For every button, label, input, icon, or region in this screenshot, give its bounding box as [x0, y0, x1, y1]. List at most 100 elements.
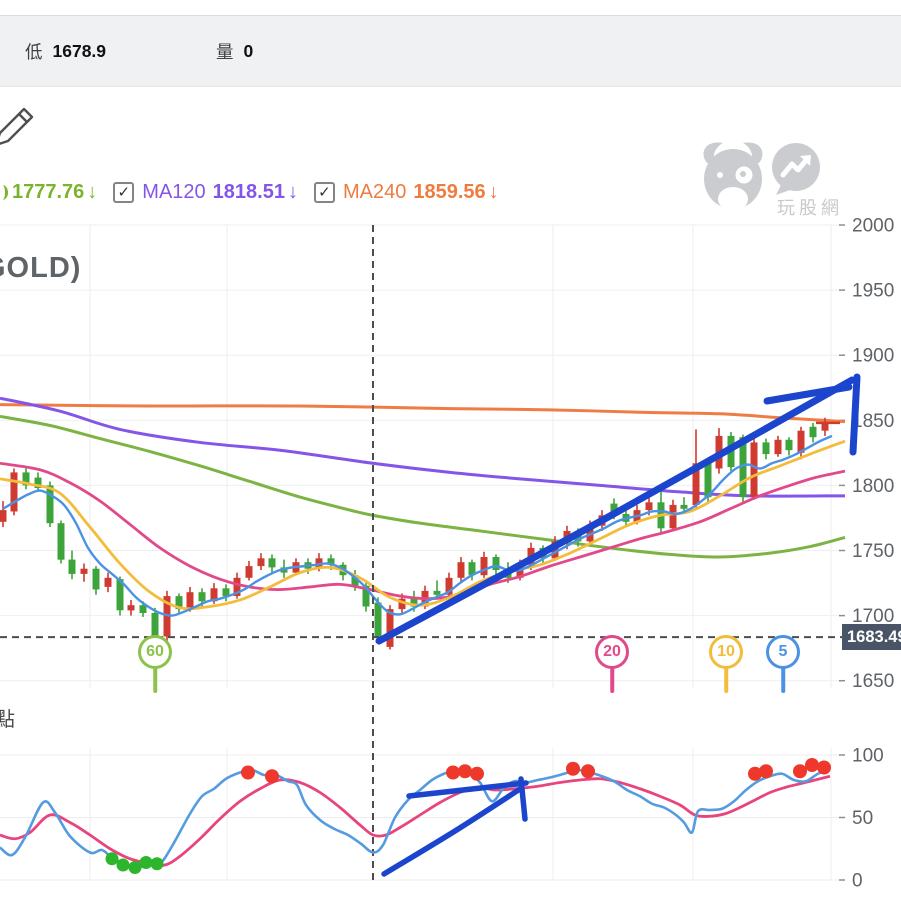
candle [692, 463, 700, 505]
overbought-dot [566, 761, 580, 776]
svg-text:1650: 1650 [852, 671, 894, 692]
candle [785, 439, 793, 451]
candle [0, 510, 7, 522]
candle [233, 577, 241, 596]
candle [492, 557, 500, 570]
svg-text:1800: 1800 [852, 476, 894, 497]
bull-muzzle [718, 187, 748, 211]
legend-ma60-clipped-fragment [0, 184, 8, 200]
candles [0, 417, 829, 650]
candle [34, 477, 42, 488]
candle [739, 437, 747, 498]
overbought-dot [581, 764, 595, 779]
candle [433, 590, 441, 595]
ma240-label: MA240 [342, 180, 407, 203]
chart-title: GOLD) [0, 252, 82, 284]
gridlines [0, 224, 845, 881]
candle [257, 558, 265, 567]
quote-bar: 低 1678.9 量 0 [0, 15, 901, 87]
candle [222, 588, 230, 597]
candle [327, 558, 335, 565]
candle [386, 609, 394, 647]
oversold-dot [150, 857, 164, 871]
candle [468, 562, 476, 576]
volume-label: 量 [216, 41, 234, 62]
ma240-value: 1859.56 [413, 180, 486, 203]
candle [127, 605, 135, 611]
candle [68, 559, 76, 574]
legend-item-ma120: MA120 1818.51 ↓ [142, 181, 298, 204]
ma120-checkbox[interactable]: ✓ [113, 181, 135, 203]
svg-text:1750: 1750 [852, 541, 894, 562]
svg-text:100: 100 [852, 746, 884, 767]
candle [80, 568, 88, 574]
candle [210, 588, 218, 602]
candle [362, 585, 370, 607]
candle [186, 592, 194, 610]
candle [268, 558, 276, 568]
overbought-dot [805, 758, 819, 772]
candle [198, 592, 206, 602]
svg-text:1700: 1700 [852, 606, 894, 627]
overbought-dot [241, 765, 255, 780]
kd-d-line [0, 774, 831, 867]
low-label: 低 [25, 41, 43, 62]
ma240-checkbox[interactable]: ✓ [313, 181, 335, 203]
ma120-value: 1818.51 [212, 180, 285, 203]
oversold-dot [139, 856, 153, 869]
overbought-dot [817, 760, 831, 775]
oversold-dot [128, 861, 142, 874]
oversold-dot [116, 858, 130, 872]
candle [821, 422, 829, 431]
down-arrow-icon: ↓ [287, 180, 298, 203]
candle [445, 577, 453, 595]
candle [175, 596, 183, 610]
candle [774, 439, 782, 455]
drawn-arrow-main [375, 373, 861, 645]
y-axis-labels: 2000 1950 1900 1850 1800 1750 1700 1650 100 50 0 [839, 216, 894, 892]
candle [22, 472, 30, 486]
svg-text:2000: 2000 [852, 216, 894, 237]
down-arrow-icon: ↓ [87, 180, 98, 203]
candle [57, 523, 65, 560]
down-arrow-icon: ↓ [488, 180, 499, 203]
candle [104, 577, 112, 587]
overbought-dot [446, 765, 460, 780]
overbought-dot [793, 764, 807, 779]
candle [351, 575, 359, 586]
candle [92, 568, 100, 590]
oversold-dot [105, 852, 119, 866]
candle [516, 564, 524, 578]
svg-text:0: 0 [852, 871, 863, 892]
candle [704, 463, 712, 498]
overbought-dot [265, 769, 279, 784]
svg-text:50: 50 [852, 808, 873, 829]
candle [151, 613, 159, 637]
candle [750, 442, 758, 498]
overbought-dot [458, 764, 472, 779]
ma-legend: 1777.76 ↓ ✓ MA120 1818.51 ↓ ✓ MA240 1859.56 ↓ [0, 179, 499, 205]
legend-item-ma240: MA240 1859.56 ↓ [343, 181, 499, 204]
ma60-value: 1777.76 [12, 180, 85, 203]
svg-text:1850: 1850 [852, 411, 894, 432]
candle [680, 504, 688, 509]
candle [116, 579, 124, 611]
watermark-text: 玩股網 [777, 198, 843, 218]
volume-value: 0 [243, 40, 254, 61]
candle [809, 426, 817, 438]
candle [645, 502, 653, 511]
candle [669, 504, 677, 529]
ma60-line [0, 414, 846, 559]
pencil-icon[interactable] [0, 102, 40, 154]
low-value: 1678.9 [52, 40, 107, 61]
candle [374, 602, 382, 637]
ma120-label: MA120 [142, 180, 206, 203]
candle [245, 566, 253, 578]
wantgoo-watermark: 玩股網 [703, 142, 843, 218]
svg-text:1950: 1950 [852, 281, 894, 302]
candle [139, 605, 147, 613]
legend-item-ma60: 1777.76 ↓ [12, 181, 97, 204]
overbought-dot [759, 764, 773, 779]
